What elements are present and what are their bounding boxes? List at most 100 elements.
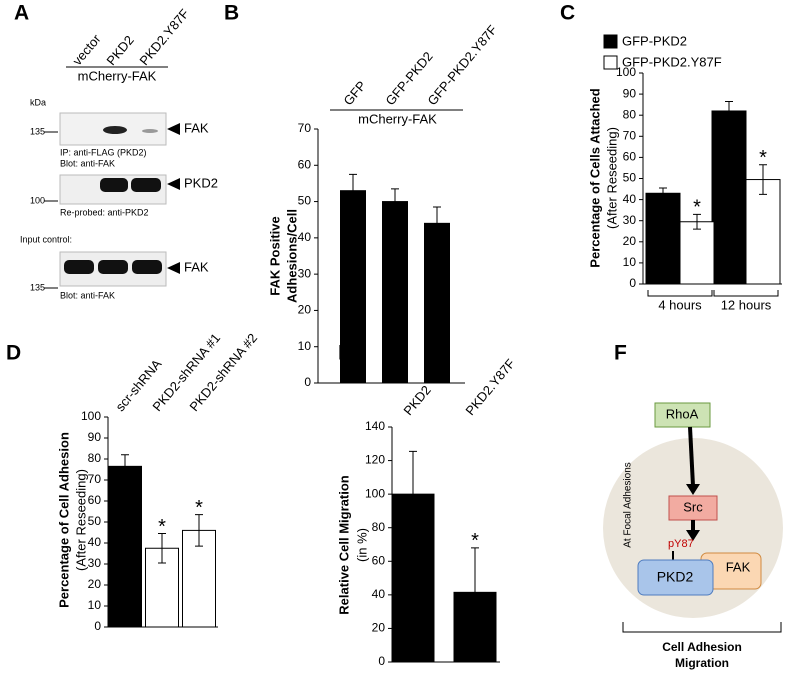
node bbox=[637, 559, 714, 596]
y-tick-label: 60 bbox=[372, 553, 386, 567]
y-tick-label: 70 bbox=[88, 472, 102, 486]
outcome: Cell Adhesion bbox=[662, 640, 742, 654]
node-label: RhoA bbox=[666, 406, 699, 421]
note: Blot: anti-FAK bbox=[60, 290, 115, 300]
bar bbox=[745, 179, 781, 285]
y-axis-label: Adhesions/Cell bbox=[284, 209, 299, 303]
error-bar bbox=[195, 514, 203, 547]
y-axis-label: (After Reseeding) bbox=[604, 127, 619, 229]
y-tick-label: 0 bbox=[378, 654, 385, 668]
bar bbox=[382, 201, 408, 384]
node-label: Src bbox=[683, 499, 703, 514]
category-bracket bbox=[713, 290, 779, 297]
error-bar bbox=[349, 173, 357, 208]
bracket bbox=[622, 622, 782, 633]
node bbox=[668, 495, 718, 521]
blot-panel: vector PKD2 PKD2.Y87F mCherry-FAK kDa 13… bbox=[20, 6, 218, 301]
y-tick-label: 100 bbox=[365, 486, 385, 500]
y-tick-label: 0 bbox=[304, 375, 311, 389]
y-tick-label: 0 bbox=[629, 276, 636, 290]
significance: * bbox=[693, 197, 701, 219]
y-axis-label: (After Reseeding) bbox=[73, 469, 88, 571]
y-tick-label: 20 bbox=[372, 621, 386, 635]
y-tick-label: 100 bbox=[616, 65, 636, 79]
y-axis-label: FAK Positive bbox=[267, 216, 282, 295]
band bbox=[131, 178, 161, 192]
bar bbox=[340, 190, 366, 384]
y-tick-label: 10 bbox=[298, 339, 312, 353]
y-axis-label: Percentage of Cell Adhesion bbox=[56, 432, 71, 608]
note: Re-probed: anti-PKD2 bbox=[60, 207, 149, 217]
y-tick-label: 30 bbox=[88, 556, 102, 570]
error-bar bbox=[759, 164, 767, 195]
y-tick-label: 60 bbox=[623, 150, 637, 164]
arrowhead bbox=[686, 484, 700, 495]
y-tick-label: 40 bbox=[88, 535, 102, 549]
bar bbox=[645, 192, 681, 285]
lane-label: PKD2.Y87F bbox=[136, 6, 192, 68]
y-tick-label: 30 bbox=[298, 266, 312, 280]
x-tick-label: PKD2.Y87F bbox=[462, 356, 518, 418]
y-tick-label: 10 bbox=[88, 598, 102, 612]
y-axis-label: (in %) bbox=[354, 528, 369, 562]
panel-label: D bbox=[6, 342, 21, 365]
band-label: PKD2 bbox=[184, 175, 218, 190]
legend-label: GFP-PKD2 bbox=[622, 33, 687, 48]
band bbox=[103, 126, 127, 134]
site-label: pY87 bbox=[668, 538, 694, 550]
x-tick-label: GFP-PKD2.Y87F bbox=[424, 22, 500, 108]
band-label: FAK bbox=[184, 120, 209, 135]
outcome: Migration bbox=[675, 656, 729, 670]
bar bbox=[108, 465, 142, 628]
y-tick-label: 20 bbox=[298, 303, 312, 317]
arrow bbox=[167, 178, 180, 190]
y-tick-label: 70 bbox=[298, 121, 312, 135]
significance: * bbox=[158, 516, 166, 538]
error-bar bbox=[693, 213, 701, 230]
x-tick-label: PKD2 bbox=[400, 382, 433, 418]
error-bar bbox=[121, 454, 129, 479]
y-tick-label: 50 bbox=[623, 171, 637, 185]
y-tick-label: 90 bbox=[88, 430, 102, 444]
y-tick-label: 60 bbox=[88, 493, 102, 507]
panel-label: A bbox=[14, 2, 29, 25]
marker: 135 bbox=[30, 126, 45, 136]
significance: * bbox=[759, 147, 767, 169]
y-tick-label: 40 bbox=[623, 192, 637, 206]
note: IP: anti-FLAG (PKD2) bbox=[60, 147, 147, 157]
category-bracket bbox=[647, 290, 713, 297]
y-tick-label: 40 bbox=[372, 587, 386, 601]
error-bar bbox=[433, 206, 441, 241]
band bbox=[98, 260, 128, 274]
marker: 135 bbox=[30, 282, 45, 292]
note: Blot: anti-FAK bbox=[60, 158, 115, 168]
legend-swatch bbox=[603, 55, 618, 70]
band bbox=[64, 260, 94, 274]
error-bar bbox=[659, 187, 667, 200]
y-axis-label: Relative Cell Migration bbox=[336, 475, 351, 614]
bar bbox=[711, 110, 747, 285]
error-bar bbox=[158, 533, 166, 564]
y-tick-label: 140 bbox=[365, 419, 385, 433]
y-tick-label: 70 bbox=[623, 128, 637, 142]
panel-label: C bbox=[560, 2, 575, 25]
x-tick-label: 12 hours bbox=[721, 297, 772, 312]
y-tick-label: 10 bbox=[623, 255, 637, 269]
x-tick-label: 4 hours bbox=[658, 297, 702, 312]
y-tick-label: 80 bbox=[623, 107, 637, 121]
error-bar bbox=[409, 450, 417, 538]
y-tick-label: 20 bbox=[623, 234, 637, 248]
panel-label: B bbox=[224, 2, 239, 25]
legend-label: GFP-PKD2.Y87F bbox=[622, 54, 722, 69]
y-tick-label: 60 bbox=[298, 157, 312, 171]
unit: kDa bbox=[30, 97, 46, 107]
significance: * bbox=[195, 497, 203, 519]
x-tick-label: GFP bbox=[340, 78, 369, 108]
group-label: mCherry-FAK bbox=[358, 111, 437, 126]
section-title: Input control: bbox=[20, 234, 72, 244]
pathway-diagram: At Focal Adhesions RhoA Src pY87 FAK PKD… bbox=[603, 402, 783, 670]
legend-swatch bbox=[603, 34, 618, 49]
lane-label: vector bbox=[69, 31, 104, 68]
y-tick-label: 100 bbox=[81, 409, 101, 423]
